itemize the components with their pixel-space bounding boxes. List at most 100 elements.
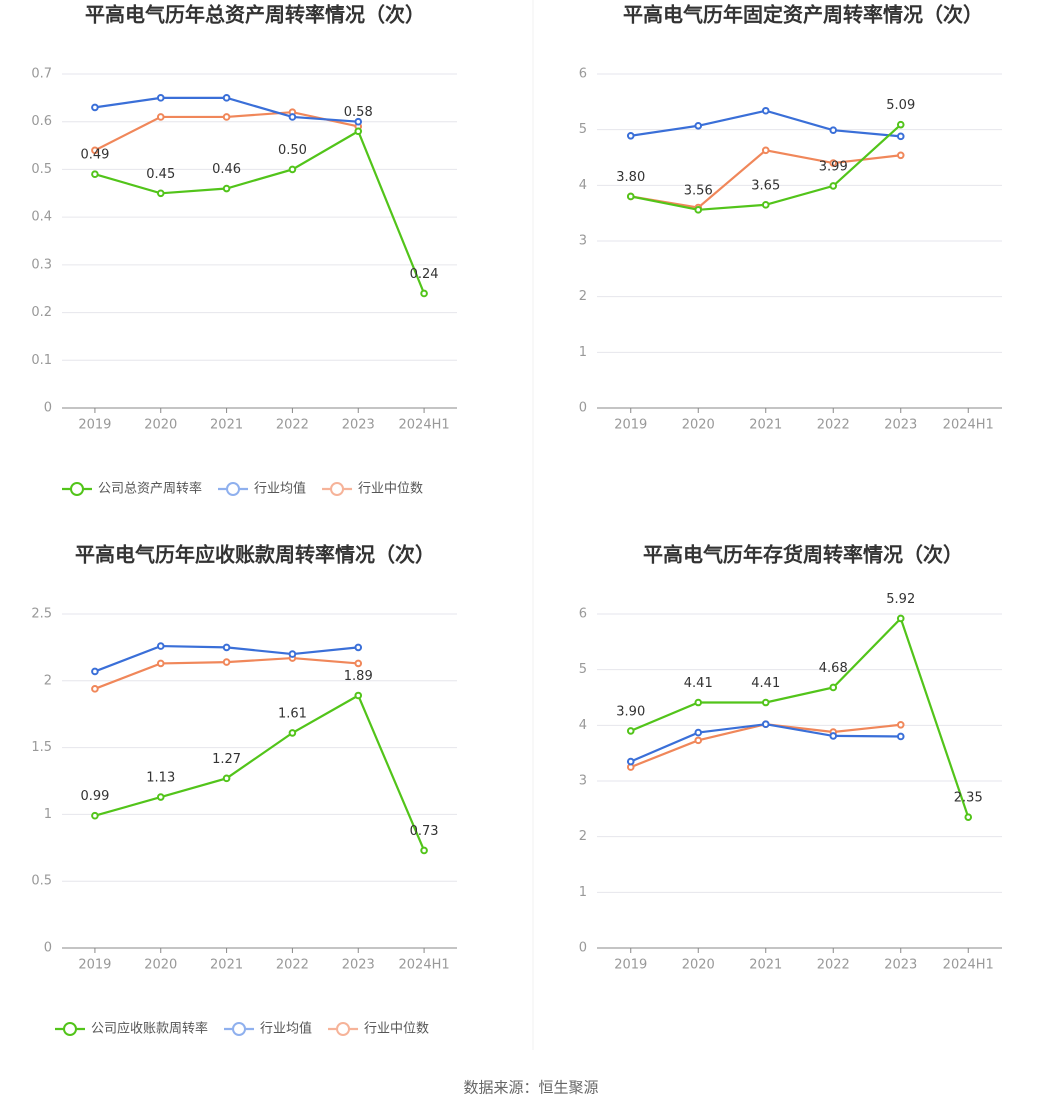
x-tick-label: 2019	[78, 418, 111, 433]
y-tick-label: 6	[579, 67, 587, 82]
legend-marker	[336, 1022, 351, 1036]
x-tick-label: 2020	[682, 418, 715, 433]
y-tick-label: 0.7	[31, 67, 52, 82]
chart-title: 平高电气历年总资产周转率情况（次）	[85, 3, 425, 27]
point	[288, 729, 297, 737]
data-label: 3.80	[616, 170, 645, 185]
data-label: 3.99	[819, 159, 848, 174]
data-label: 0.58	[344, 105, 373, 120]
point	[694, 121, 703, 130]
data-label: 0.46	[212, 162, 241, 177]
y-tick-label: 0.3	[31, 257, 52, 272]
data-label: 1.27	[212, 752, 241, 767]
point	[91, 811, 99, 820]
point	[222, 184, 231, 193]
x-tick-label: 2021	[210, 418, 243, 433]
y-tick-label: 5	[579, 662, 587, 677]
point	[896, 614, 905, 623]
chart-title: 平高电气历年固定资产周转率情况（次）	[623, 3, 983, 27]
series-line	[630, 109, 901, 138]
y-tick-label: 1.5	[31, 740, 52, 755]
point	[761, 698, 770, 707]
y-tick-label: 0.5	[31, 874, 52, 889]
point	[156, 189, 165, 198]
point	[91, 146, 99, 155]
point	[288, 650, 297, 658]
y-tick-label: 0.2	[31, 305, 52, 320]
point	[896, 120, 905, 129]
legend-marker	[70, 482, 84, 496]
legend-marker	[232, 1022, 247, 1036]
source: 数据来源：恒生聚源	[463, 1079, 598, 1097]
legend-label: 行业中位数	[358, 482, 423, 497]
x-tick-label: 2021	[210, 958, 243, 973]
point	[354, 643, 363, 652]
x-tick-label: 2020	[144, 418, 177, 433]
point	[896, 732, 905, 741]
x-tick-label: 2024H1	[399, 958, 450, 973]
point	[222, 113, 231, 121]
point	[761, 146, 770, 155]
point	[288, 165, 297, 174]
y-tick-label: 1	[579, 885, 587, 900]
data-label: 2.35	[954, 791, 983, 806]
point	[91, 170, 99, 178]
point	[626, 757, 635, 766]
x-tick-label: 2023	[884, 418, 917, 433]
point	[626, 727, 635, 735]
data-label: 1.89	[344, 669, 373, 684]
y-tick-label: 2	[579, 829, 587, 844]
data-label: 5.09	[886, 98, 915, 113]
x-tick-label: 2024H1	[943, 418, 994, 433]
point	[354, 127, 363, 136]
point	[896, 720, 905, 729]
point	[829, 683, 838, 692]
y-tick-label: 0	[44, 941, 52, 956]
point	[829, 732, 838, 740]
y-tick-label: 1	[44, 807, 52, 822]
data-label: 1.13	[146, 771, 175, 786]
point	[420, 289, 428, 298]
point	[354, 659, 363, 668]
y-tick-label: 4	[579, 718, 587, 733]
point	[896, 151, 905, 160]
y-tick-label: 0	[44, 401, 52, 416]
chart-title: 平高电气历年存货周转率情况（次）	[643, 543, 963, 567]
point	[829, 126, 838, 135]
data-label: 0.99	[80, 789, 109, 804]
x-tick-label: 2022	[817, 958, 850, 973]
series-line	[630, 616, 970, 818]
point	[694, 698, 703, 707]
y-tick-label: 2	[579, 289, 587, 304]
point	[896, 132, 905, 141]
legend-marker	[63, 1022, 77, 1036]
legend-label: 行业均值	[260, 1021, 312, 1037]
data-label: 3.56	[684, 183, 713, 198]
point	[222, 658, 231, 666]
data-label: 1.61	[278, 706, 307, 721]
point	[222, 774, 231, 783]
x-tick-label: 2020	[144, 958, 177, 973]
x-tick-label: 2022	[817, 418, 850, 433]
point	[626, 131, 635, 140]
point	[222, 643, 231, 652]
data-label: 4.41	[684, 676, 713, 691]
point	[829, 182, 838, 190]
y-tick-label: 0	[579, 401, 587, 416]
series-line	[94, 129, 426, 294]
y-tick-label: 1	[579, 345, 587, 360]
x-tick-label: 2019	[78, 958, 111, 973]
point	[761, 201, 770, 209]
chart-title: 平高电气历年应收账款周转率情况（次）	[75, 543, 435, 567]
legend-label: 公司总资产周转率	[98, 481, 202, 497]
data-label: 3.65	[751, 178, 780, 193]
y-tick-label: 6	[579, 607, 587, 622]
point	[156, 94, 165, 102]
legend-marker	[330, 482, 345, 496]
y-tick-label: 2	[44, 673, 52, 688]
point	[829, 159, 838, 167]
x-tick-label: 2021	[749, 958, 782, 973]
y-tick-label: 4	[579, 178, 587, 193]
point	[761, 106, 770, 115]
